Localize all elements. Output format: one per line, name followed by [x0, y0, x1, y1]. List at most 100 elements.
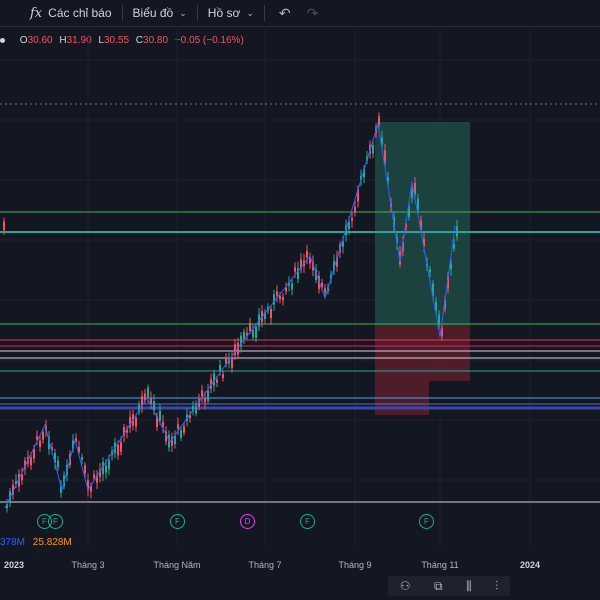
- candle-body: [243, 331, 245, 340]
- low-value: 30.55: [103, 35, 130, 46]
- candle-body: [336, 257, 338, 267]
- candle-body: [273, 294, 275, 305]
- candle-body: [291, 283, 293, 290]
- candle-body: [15, 480, 17, 485]
- candle-body: [159, 410, 161, 421]
- candle-body: [219, 365, 221, 371]
- volume-value-1: 378M: [0, 537, 26, 548]
- indicators-label: Các chỉ báo: [48, 6, 112, 20]
- zigzag-line: [4, 123, 456, 509]
- time-label: Tháng 3: [71, 560, 105, 570]
- candle-body: [183, 426, 185, 433]
- open-key: O: [19, 35, 28, 46]
- candle-body: [39, 440, 41, 447]
- candle-body: [141, 395, 143, 407]
- candle-body: [312, 261, 314, 271]
- candle-body: [255, 326, 257, 338]
- volume-value-2: 25.828M: [32, 537, 72, 548]
- candle-body: [54, 452, 56, 463]
- candle-body: [165, 431, 167, 442]
- candle-body: [372, 145, 374, 154]
- chevron-down-icon: ⌄: [246, 7, 254, 18]
- time-label: Tháng Năm: [153, 560, 201, 570]
- chart-menu-label: Biểu đồ: [132, 6, 174, 20]
- close-value: 30.80: [143, 35, 169, 46]
- candle-body: [240, 335, 242, 347]
- undo-icon[interactable]: ↶: [278, 4, 291, 21]
- copy-icon[interactable]: ⧉: [434, 578, 443, 593]
- candle-body: [93, 474, 95, 479]
- candle-body: [78, 446, 80, 453]
- toolbar-divider: [121, 5, 123, 21]
- candle-body: [75, 438, 77, 442]
- event-badge[interactable]: F: [48, 514, 63, 529]
- candle-body: [447, 275, 449, 289]
- candle-body: [135, 417, 137, 427]
- change-value: −0.05 (−0.16%): [174, 35, 244, 46]
- candle-body: [198, 399, 200, 407]
- event-badge[interactable]: F: [170, 514, 185, 529]
- ohlc-legend: O30.60 H31.90 L30.55 C30.80 −0.05 (−0.16…: [0, 35, 248, 46]
- candle-body: [285, 287, 287, 292]
- top-toolbar: fx Các chỉ báo Biểu đồ ⌄ Hồ sơ ⌄ ↶ ↷: [0, 0, 600, 27]
- candle-body: [126, 429, 128, 433]
- candle-body: [153, 401, 155, 411]
- candle-body: [48, 436, 50, 450]
- candle-body: [342, 241, 344, 247]
- candle-body: [387, 177, 389, 182]
- candle-body: [99, 469, 101, 477]
- candle-body: [309, 258, 311, 264]
- profile-menu-button[interactable]: Hồ sơ ⌄: [202, 0, 260, 26]
- candle-body: [213, 373, 215, 386]
- redo-icon[interactable]: ↷: [306, 4, 319, 21]
- candle-body: [411, 189, 413, 198]
- toolbar-divider: [263, 5, 265, 21]
- candle-body: [288, 282, 290, 286]
- time-axis[interactable]: 2023 Tháng 3 Tháng Năm Tháng 7 Tháng 9 T…: [0, 552, 600, 578]
- candle-body: [177, 424, 179, 429]
- candle-body: [399, 252, 401, 265]
- candle-body: [441, 327, 443, 337]
- columns-icon[interactable]: ⫼: [466, 578, 472, 593]
- high-key: H: [59, 35, 67, 46]
- time-label: Tháng 11: [421, 560, 459, 570]
- candle-body: [414, 182, 416, 195]
- candle-body: [156, 415, 158, 427]
- candle-body: [333, 261, 335, 271]
- chart-menu-button[interactable]: Biểu đồ ⌄: [127, 0, 193, 26]
- low-key: L: [98, 35, 104, 46]
- candle-body: [210, 379, 212, 389]
- open-value: 30.60: [27, 35, 53, 46]
- time-label: Tháng 9: [338, 560, 372, 570]
- magnet-icon[interactable]: ⚇: [399, 579, 411, 593]
- sliders-icon[interactable]: ⫶: [495, 578, 499, 593]
- dividend-badge[interactable]: D: [240, 514, 255, 529]
- candle-body: [306, 251, 308, 258]
- candle-body: [435, 301, 437, 311]
- candle-body: [36, 436, 38, 440]
- candle-body: [354, 206, 356, 213]
- price-chart[interactable]: [0, 26, 600, 546]
- candle-body: [360, 175, 362, 181]
- volume-legend: 378M 25.828M: [0, 537, 72, 548]
- indicators-button[interactable]: fx Các chỉ báo: [0, 0, 118, 26]
- candle-body: [12, 484, 14, 495]
- candle-body: [105, 465, 107, 473]
- candle-body: [363, 168, 365, 178]
- event-badge[interactable]: F: [419, 514, 434, 529]
- event-badge[interactable]: F: [300, 514, 315, 529]
- candle-body: [444, 299, 446, 309]
- candle-body: [423, 239, 425, 247]
- candle-body: [162, 421, 164, 428]
- candle-body: [30, 457, 32, 466]
- candle-body: [21, 474, 23, 481]
- horizontal-levels: [0, 211, 600, 503]
- candle-body: [117, 445, 119, 456]
- candle-body: [276, 291, 278, 296]
- candle-body: [351, 217, 353, 221]
- candle-body: [417, 198, 419, 210]
- candle-body: [408, 206, 410, 217]
- candle-body: [420, 220, 422, 230]
- candle-body: [195, 403, 197, 414]
- candle-body: [294, 267, 296, 272]
